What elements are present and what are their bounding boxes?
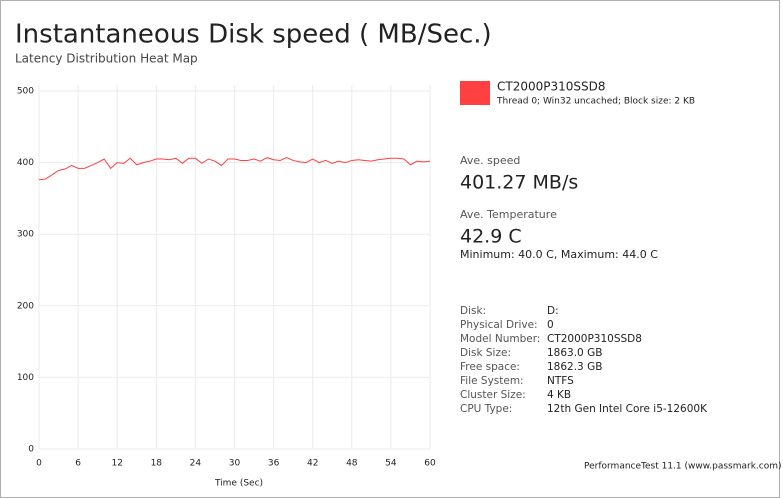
legend-detail: Thread 0; Win32 uncached; Block size: 2 … [496, 97, 695, 107]
info-value: 0 [547, 319, 554, 331]
temp-value: 42.9 C [460, 226, 522, 248]
info-value: 1863.0 GB [547, 347, 602, 359]
x-tick-label: 0 [36, 459, 42, 469]
x-axis-title: Time (Sec) [214, 479, 263, 489]
x-tick-label: 42 [307, 459, 318, 469]
legend-swatch [460, 81, 490, 105]
temp-label: Ave. Temperature [460, 208, 557, 221]
info-label: Physical Drive: [460, 319, 538, 331]
info-value: 4 KB [547, 389, 571, 401]
info-label: CPU Type: [460, 403, 512, 415]
x-tick-label: 12 [111, 459, 122, 469]
legend-label: CT2000P310SSD8 [497, 80, 606, 94]
info-value: CT2000P310SSD8 [547, 333, 642, 345]
chart-title: Instantaneous Disk speed ( MB/Sec.) [15, 20, 492, 50]
y-tick-label: 200 [17, 301, 34, 311]
x-tick-label: 60 [424, 459, 436, 469]
info-value: D: [547, 305, 559, 317]
speed-label: Ave. speed [460, 154, 520, 167]
info-label: File System: [460, 375, 524, 387]
x-tick-label: 24 [190, 459, 202, 469]
info-value: NTFS [547, 375, 574, 387]
x-tick-label: 36 [268, 459, 280, 469]
y-tick-label: 100 [17, 373, 34, 383]
y-tick-label: 300 [17, 230, 34, 240]
info-value: 1862.3 GB [547, 361, 602, 373]
y-tick-label: 500 [17, 87, 34, 97]
footer: PerformanceTest 11.1 (www.passmark.com) [584, 462, 782, 472]
info-label: Free space: [460, 361, 520, 373]
temp-range: Minimum: 40.0 C, Maximum: 44.0 C [460, 248, 658, 261]
info-label: Cluster Size: [460, 389, 526, 401]
x-tick-label: 30 [229, 459, 241, 469]
x-tick-label: 54 [385, 459, 397, 469]
info-label: Model Number: [460, 333, 540, 345]
x-tick-label: 48 [346, 459, 358, 469]
x-tick-label: 18 [151, 459, 163, 469]
y-tick-label: 0 [28, 445, 34, 455]
info-value: 12th Gen Intel Core i5-12600K [547, 403, 708, 415]
chart-subtitle: Latency Distribution Heat Map [15, 52, 198, 66]
data-line [38, 157, 431, 181]
speed-value: 401.27 MB/s [460, 172, 578, 194]
x-tick-label: 6 [75, 459, 81, 469]
info-label: Disk Size: [460, 347, 511, 359]
info-label: Disk: [460, 305, 486, 317]
y-tick-label: 400 [17, 158, 34, 168]
